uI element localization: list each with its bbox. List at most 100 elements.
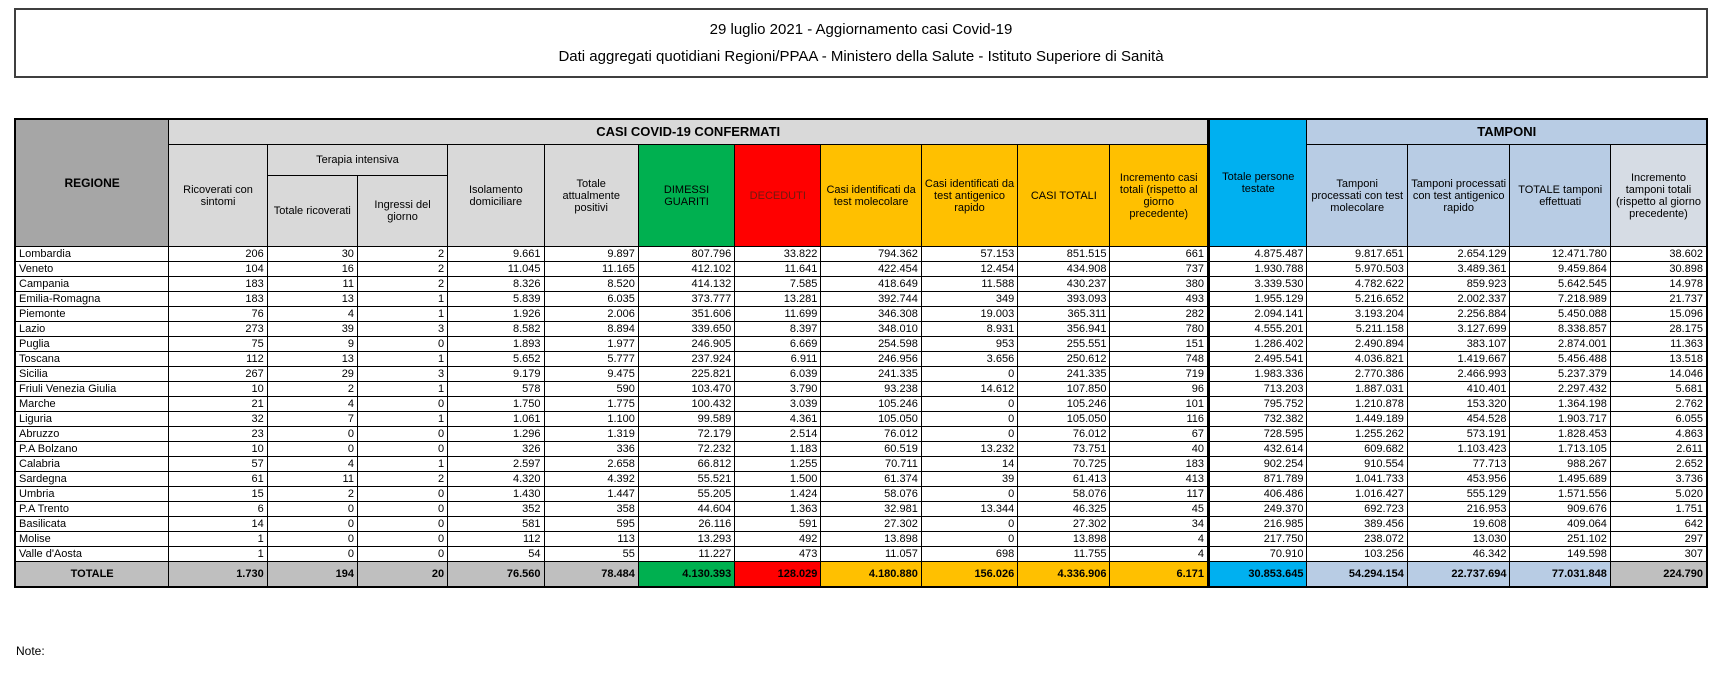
value-cell: 4.036.821	[1306, 351, 1408, 367]
table-row: Umbria 15 2 0 1.430 1.447 55.205 1.424 58.076 0 58…	[14, 486, 1708, 502]
table-row: Lazio 273 39 3 8.582 8.894 339.650 8.397 348.010…	[14, 321, 1708, 337]
covid-data-table: REGIONE CASI COVID-19 CONFERMATI Totale …	[14, 118, 1708, 588]
value-cell: 4.863	[1609, 426, 1708, 442]
value-cell: 153.320	[1406, 396, 1511, 412]
region-name: Liguria	[14, 411, 170, 427]
value-cell: 9.661	[447, 246, 545, 262]
value-cell: 105.246	[820, 396, 922, 412]
value-cell: 267	[168, 366, 268, 382]
value-cell: 2.597	[447, 456, 545, 472]
value-cell: 93.238	[820, 381, 922, 397]
value-cell: 8.931	[920, 321, 1019, 337]
value-cell: 14.978	[1609, 276, 1708, 292]
value-cell: 1.983.336	[1207, 366, 1308, 382]
value-cell: 72.179	[637, 426, 736, 442]
value-cell: 19.003	[920, 306, 1019, 322]
value-cell: 2.658	[543, 456, 639, 472]
table-row: Emilia-Romagna 183 13 1 5.839 6.035 373.777 13.…	[14, 291, 1708, 307]
value-cell: 249.370	[1207, 501, 1308, 517]
region-name: Lombardia	[14, 246, 170, 262]
table-row: Toscana 112 13 1 5.652 5.777 237.924 6.911 246.9…	[14, 351, 1708, 367]
value-cell: 6.035	[543, 291, 639, 307]
region-name: Puglia	[14, 336, 170, 352]
value-cell: 1.447	[543, 486, 639, 502]
value-cell: 55.205	[637, 486, 736, 502]
value-cell: 4.392	[543, 471, 639, 487]
value-cell: 578	[447, 381, 545, 397]
value-cell: 595	[543, 516, 639, 532]
value-cell: 1.930.788	[1207, 261, 1308, 277]
value-cell: 104	[168, 261, 268, 277]
value-cell: 11.057	[820, 546, 922, 562]
value-cell: 0	[356, 396, 449, 412]
value-cell: 807.796	[637, 246, 736, 262]
header-totale-tamponi-effettuati: TOTALE tamponi effettuati	[1509, 144, 1611, 247]
region-name: Abruzzo	[14, 426, 170, 442]
value-cell: 254.598	[820, 336, 922, 352]
value-cell: 5.020	[1609, 486, 1708, 502]
value-cell: 113	[543, 531, 639, 547]
value-cell: 851.515	[1017, 246, 1111, 262]
group-header-casi-confermati: CASI COVID-19 CONFERMATI	[168, 118, 1210, 145]
value-cell: 1.926	[447, 306, 545, 322]
value-cell: 225.821	[637, 366, 736, 382]
value-cell: 6.669	[734, 336, 822, 352]
value-cell: 8.326	[447, 276, 545, 292]
value-cell: 44.604	[637, 501, 736, 517]
table-row: Molise 1 0 0 112 113 13.293 492 13.898 0 13.898 4 21…	[14, 531, 1708, 547]
value-cell: 373.777	[637, 291, 736, 307]
value-cell: 0	[920, 531, 1019, 547]
value-cell: 859.923	[1406, 276, 1511, 292]
value-cell: 8.397	[734, 321, 822, 337]
value-cell: 183	[1109, 456, 1210, 472]
value-cell: 128.029	[734, 561, 822, 588]
value-cell: 732.382	[1207, 411, 1308, 427]
value-cell: 13.281	[734, 291, 822, 307]
value-cell: 246.956	[820, 351, 922, 367]
value-cell: 555.129	[1406, 486, 1511, 502]
value-cell: 430.237	[1017, 276, 1111, 292]
value-cell: 13.030	[1406, 531, 1511, 547]
value-cell: 76	[168, 306, 268, 322]
value-cell: 795.752	[1207, 396, 1308, 412]
value-cell: 46.325	[1017, 501, 1111, 517]
value-cell: 194	[266, 561, 358, 588]
value-cell: 2.256.884	[1406, 306, 1511, 322]
value-cell: 16	[266, 261, 358, 277]
value-cell: 11	[266, 276, 358, 292]
value-cell: 0	[356, 501, 449, 517]
value-cell: 12.471.780	[1509, 246, 1611, 262]
value-cell: 422.454	[820, 261, 922, 277]
value-cell: 0	[356, 546, 449, 562]
value-cell: 2.495.541	[1207, 351, 1308, 367]
table-row: Lombardia 206 30 2 9.661 9.897 807.796 33.822 79…	[14, 246, 1708, 262]
value-cell: 11.045	[447, 261, 545, 277]
value-cell: 55.521	[637, 471, 736, 487]
value-cell: 250.612	[1017, 351, 1111, 367]
value-cell: 413	[1109, 471, 1210, 487]
value-cell: 73.751	[1017, 441, 1111, 457]
value-cell: 1	[356, 306, 449, 322]
value-cell: 909.676	[1509, 501, 1611, 517]
value-cell: 13	[266, 351, 358, 367]
value-cell: 103.470	[637, 381, 736, 397]
value-cell: 4	[266, 306, 358, 322]
value-cell: 32	[168, 411, 268, 427]
value-cell: 14	[920, 456, 1019, 472]
header-deceduti: DECEDUTI	[734, 144, 822, 247]
value-cell: 348.010	[820, 321, 922, 337]
value-cell: 573.191	[1406, 426, 1511, 442]
value-cell: 410.401	[1406, 381, 1511, 397]
value-cell: 112	[168, 351, 268, 367]
value-cell: 2.514	[734, 426, 822, 442]
value-cell: 5.652	[447, 351, 545, 367]
value-cell: 11.641	[734, 261, 822, 277]
table-row: Sardegna 61 11 2 4.320 4.392 55.521 1.500 61.374…	[14, 471, 1708, 487]
region-name: Calabria	[14, 456, 170, 472]
region-name: Basilicata	[14, 516, 170, 532]
value-cell: 4.361	[734, 411, 822, 427]
value-cell: 105.246	[1017, 396, 1111, 412]
value-cell: 101	[1109, 396, 1210, 412]
value-cell: 21.737	[1609, 291, 1708, 307]
